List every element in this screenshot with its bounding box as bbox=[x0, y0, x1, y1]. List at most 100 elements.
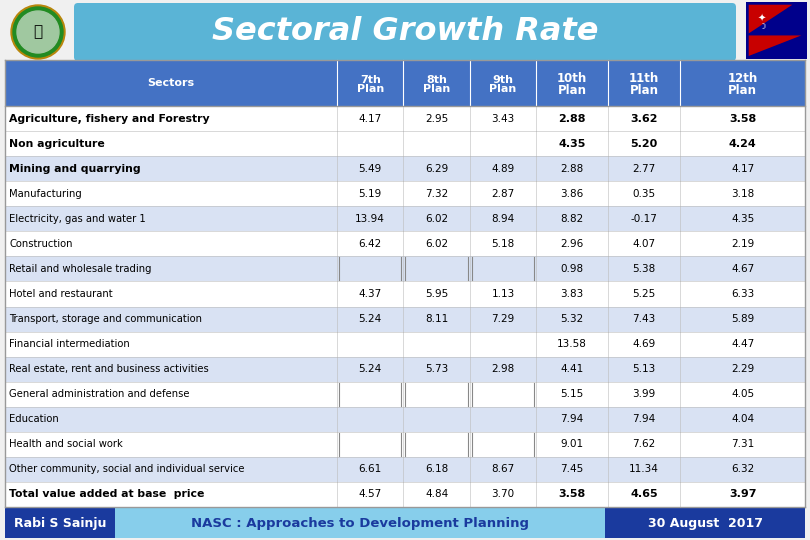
Bar bbox=[470, 231, 536, 256]
Text: 5.19: 5.19 bbox=[359, 188, 382, 199]
Text: 5.18: 5.18 bbox=[492, 239, 514, 249]
Bar bbox=[403, 106, 470, 131]
Text: 7.94: 7.94 bbox=[633, 414, 656, 424]
Text: 3.62: 3.62 bbox=[630, 113, 658, 124]
Bar bbox=[470, 382, 536, 407]
Text: 7.94: 7.94 bbox=[561, 414, 584, 424]
Bar bbox=[680, 356, 805, 382]
Bar bbox=[5, 356, 337, 382]
Bar bbox=[403, 407, 470, 432]
Bar bbox=[403, 356, 470, 382]
Text: 5.38: 5.38 bbox=[633, 264, 656, 274]
Text: Non agriculture: Non agriculture bbox=[9, 139, 104, 148]
Bar bbox=[608, 156, 680, 181]
Bar bbox=[680, 457, 805, 482]
Bar bbox=[0, 0, 810, 60]
Bar bbox=[470, 307, 536, 332]
Bar bbox=[536, 382, 608, 407]
Circle shape bbox=[13, 7, 63, 57]
Text: 7.62: 7.62 bbox=[633, 440, 656, 449]
Bar bbox=[337, 382, 403, 407]
Bar bbox=[5, 60, 337, 106]
Bar bbox=[337, 256, 403, 281]
Text: Plan: Plan bbox=[489, 84, 517, 94]
Bar bbox=[680, 60, 805, 106]
Text: 0.98: 0.98 bbox=[561, 264, 584, 274]
Text: 3.97: 3.97 bbox=[729, 489, 757, 500]
Text: 7th: 7th bbox=[360, 75, 381, 85]
Text: 11th: 11th bbox=[629, 71, 659, 84]
Bar bbox=[470, 256, 536, 281]
Bar bbox=[680, 231, 805, 256]
Text: 4.47: 4.47 bbox=[731, 339, 754, 349]
Text: 4.84: 4.84 bbox=[425, 489, 448, 500]
Text: ⛰: ⛰ bbox=[33, 24, 43, 39]
Bar bbox=[536, 156, 608, 181]
Bar bbox=[337, 407, 403, 432]
Text: 4.37: 4.37 bbox=[359, 289, 382, 299]
Text: Manufacturing: Manufacturing bbox=[9, 188, 82, 199]
Bar bbox=[536, 457, 608, 482]
Bar bbox=[470, 131, 536, 156]
Bar bbox=[608, 131, 680, 156]
Bar bbox=[608, 60, 680, 106]
Text: Sectoral Growth Rate: Sectoral Growth Rate bbox=[211, 16, 599, 46]
Text: Plan: Plan bbox=[356, 84, 384, 94]
Bar bbox=[536, 407, 608, 432]
Text: 4.57: 4.57 bbox=[359, 489, 382, 500]
Text: Health and social work: Health and social work bbox=[9, 440, 123, 449]
Bar bbox=[608, 382, 680, 407]
Text: 3.58: 3.58 bbox=[729, 113, 757, 124]
Text: 4.65: 4.65 bbox=[630, 489, 658, 500]
Bar bbox=[608, 482, 680, 507]
Bar bbox=[680, 307, 805, 332]
Text: 5.95: 5.95 bbox=[425, 289, 448, 299]
Text: ☽: ☽ bbox=[758, 22, 765, 31]
Bar bbox=[337, 482, 403, 507]
Text: ✦: ✦ bbox=[758, 14, 766, 24]
Text: 3.86: 3.86 bbox=[561, 188, 584, 199]
Bar bbox=[5, 432, 337, 457]
Bar bbox=[608, 332, 680, 356]
Bar bbox=[746, 2, 807, 59]
Bar bbox=[680, 181, 805, 206]
Text: 5.89: 5.89 bbox=[731, 314, 754, 324]
Text: Plan: Plan bbox=[558, 84, 586, 97]
Bar bbox=[5, 156, 337, 181]
Text: Rabi S Sainju: Rabi S Sainju bbox=[14, 516, 106, 530]
Text: 2.29: 2.29 bbox=[731, 364, 754, 374]
Text: 4.35: 4.35 bbox=[731, 214, 754, 224]
Text: General administration and defense: General administration and defense bbox=[9, 389, 190, 399]
Text: 5.24: 5.24 bbox=[359, 314, 382, 324]
FancyBboxPatch shape bbox=[74, 3, 736, 61]
Bar bbox=[470, 156, 536, 181]
Bar bbox=[337, 60, 403, 106]
Text: Retail and wholesale trading: Retail and wholesale trading bbox=[9, 264, 151, 274]
Text: 8.67: 8.67 bbox=[492, 464, 514, 475]
Bar bbox=[470, 407, 536, 432]
Bar bbox=[337, 307, 403, 332]
Bar bbox=[608, 356, 680, 382]
Text: 6.18: 6.18 bbox=[425, 464, 448, 475]
Bar bbox=[5, 206, 337, 231]
Text: 5.49: 5.49 bbox=[359, 164, 382, 174]
Bar bbox=[608, 281, 680, 307]
Bar bbox=[536, 432, 608, 457]
Bar bbox=[337, 131, 403, 156]
Text: Plan: Plan bbox=[728, 84, 757, 97]
Text: 7.29: 7.29 bbox=[492, 314, 514, 324]
Text: 9th: 9th bbox=[492, 75, 514, 85]
Text: 8.82: 8.82 bbox=[561, 214, 584, 224]
Text: 4.07: 4.07 bbox=[633, 239, 656, 249]
Text: 4.24: 4.24 bbox=[729, 139, 757, 148]
Bar bbox=[115, 508, 605, 538]
Bar bbox=[680, 256, 805, 281]
Text: 4.17: 4.17 bbox=[731, 164, 754, 174]
Text: 10th: 10th bbox=[557, 71, 587, 84]
Bar bbox=[5, 281, 337, 307]
Bar bbox=[608, 106, 680, 131]
Text: 7.45: 7.45 bbox=[561, 464, 584, 475]
Bar bbox=[5, 407, 337, 432]
Bar bbox=[608, 407, 680, 432]
Bar bbox=[680, 131, 805, 156]
